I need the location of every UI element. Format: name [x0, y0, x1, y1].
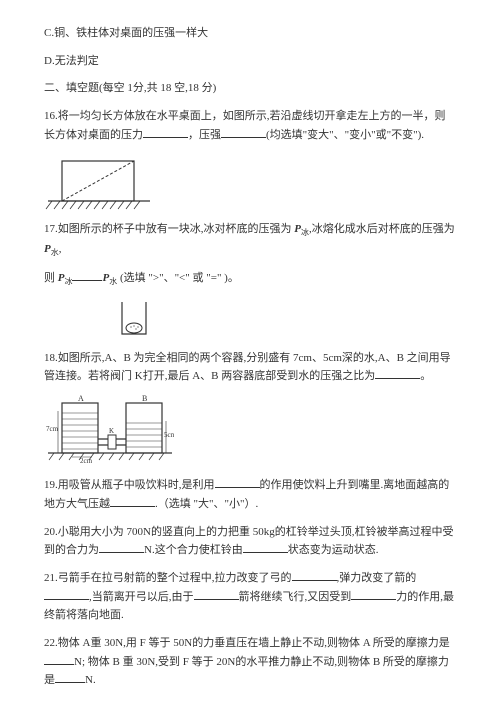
- q20-text-b: N.这个合力使杠铃由: [144, 544, 243, 556]
- label-b: B: [142, 395, 147, 403]
- q19-text-a: 19.用吸管从瓶子中吸饮料时,是利用: [44, 479, 215, 491]
- q18-text-b: 。: [420, 370, 431, 382]
- question-21: 21.弓箭手在拉弓射箭的整个过程中,拉力改变了弓的 ,弹力改变了箭的 ,当箭离开弓以…: [44, 569, 456, 625]
- q17-text-b: ,冰熔化成水后对杯底的压强为: [309, 223, 455, 235]
- p-ice-symbol-2: P冰: [58, 272, 73, 284]
- blank: [44, 588, 89, 600]
- blank: [72, 269, 102, 281]
- p-water-symbol-2: P水: [102, 272, 117, 284]
- figure-16: [44, 153, 456, 211]
- q22-text-b: N; 物体 B 重 30N,受到 F 等于 20N的水平推力静止不动,则物体 B…: [44, 656, 449, 687]
- blank: [55, 671, 85, 683]
- q16-text-c: (均选填"变大"、"变小"或"不变").: [266, 129, 424, 141]
- q21-text-b: ,弹力改变了箭的: [337, 572, 417, 584]
- question-17: 17.如图所示的杯子中放有一块冰,冰对杯底的压强为 P冰,冰熔化成水后对杯底的压…: [44, 220, 456, 260]
- p-water-symbol: P水: [44, 243, 59, 255]
- q22-text-a: 22.物体 A重 30N,用 F 等于 50N的力垂直压在墙上静止不动,则物体 …: [44, 637, 450, 649]
- question-20: 20.小聪用大小为 700N的竖直向上的力把重 50kg的杠铃举过头顶,杠铃被举…: [44, 523, 456, 560]
- q21-text-a: 21.弓箭手在拉弓射箭的整个过程中,拉力改变了弓的: [44, 572, 292, 584]
- blank: [375, 367, 420, 379]
- blank: [143, 126, 188, 138]
- label-2cm: 2cm: [80, 457, 93, 465]
- blank: [215, 476, 260, 488]
- question-17-line2: 则 P冰 P水 (选填 ">"、"<" 或 "=" )。: [44, 269, 456, 289]
- section-2-heading: 二、填空题(每空 1分,共 18 空,18 分): [44, 79, 456, 98]
- label-a: A: [78, 395, 84, 403]
- blank: [351, 588, 396, 600]
- q22-text-c: N.: [85, 674, 96, 686]
- blank: [194, 588, 239, 600]
- q17-text-d: 则: [44, 272, 55, 284]
- question-22: 22.物体 A重 30N,用 F 等于 50N的力垂直压在墙上静止不动,则物体 …: [44, 634, 456, 690]
- label-7cm: 7cm: [46, 425, 59, 433]
- option-d: D.无法判定: [44, 52, 456, 71]
- q21-text-d: 箭将继续飞行,又因受到: [239, 591, 352, 603]
- blank: [243, 541, 288, 553]
- question-18: 18.如图所示,A、B 为完全相同的两个容器,分别盛有 7cm、5cm深的水,A…: [44, 349, 456, 386]
- q17-text-c: ,: [59, 243, 62, 255]
- q17-text-a: 17.如图所示的杯子中放有一块冰,冰对杯底的压强为: [44, 223, 292, 235]
- label-5cm: 5cm: [164, 431, 174, 439]
- q16-text-b: ，压强: [188, 129, 221, 141]
- q19-text-c: .（选填 "大"、"小"）.: [155, 498, 258, 510]
- blank: [292, 569, 337, 581]
- label-k: K: [109, 427, 114, 435]
- q20-text-c: 状态变为运动状态.: [288, 544, 379, 556]
- blank: [99, 541, 144, 553]
- question-19: 19.用吸管从瓶子中吸饮料时,是利用的作用使饮料上升到嘴里.离地面越高的地方大气…: [44, 476, 456, 513]
- blank: [44, 653, 74, 665]
- blank: [110, 495, 155, 507]
- option-c: C.铜、铁柱体对桌面的压强一样大: [44, 24, 456, 43]
- figure-18: A B K 7cm 5cm 2cm: [44, 395, 456, 467]
- blank: [221, 126, 266, 138]
- q21-text-c: ,当箭离开弓以后,由于: [89, 591, 194, 603]
- p-ice-symbol: P冰: [294, 223, 309, 235]
- question-16: 16.将一均匀长方体放在水平桌面上，如图所示,若沿虚线切开拿走左上方的一半，则长…: [44, 107, 456, 144]
- figure-17: [44, 298, 456, 340]
- q17-text-e: (选填 ">"、"<" 或 "=" )。: [120, 272, 239, 284]
